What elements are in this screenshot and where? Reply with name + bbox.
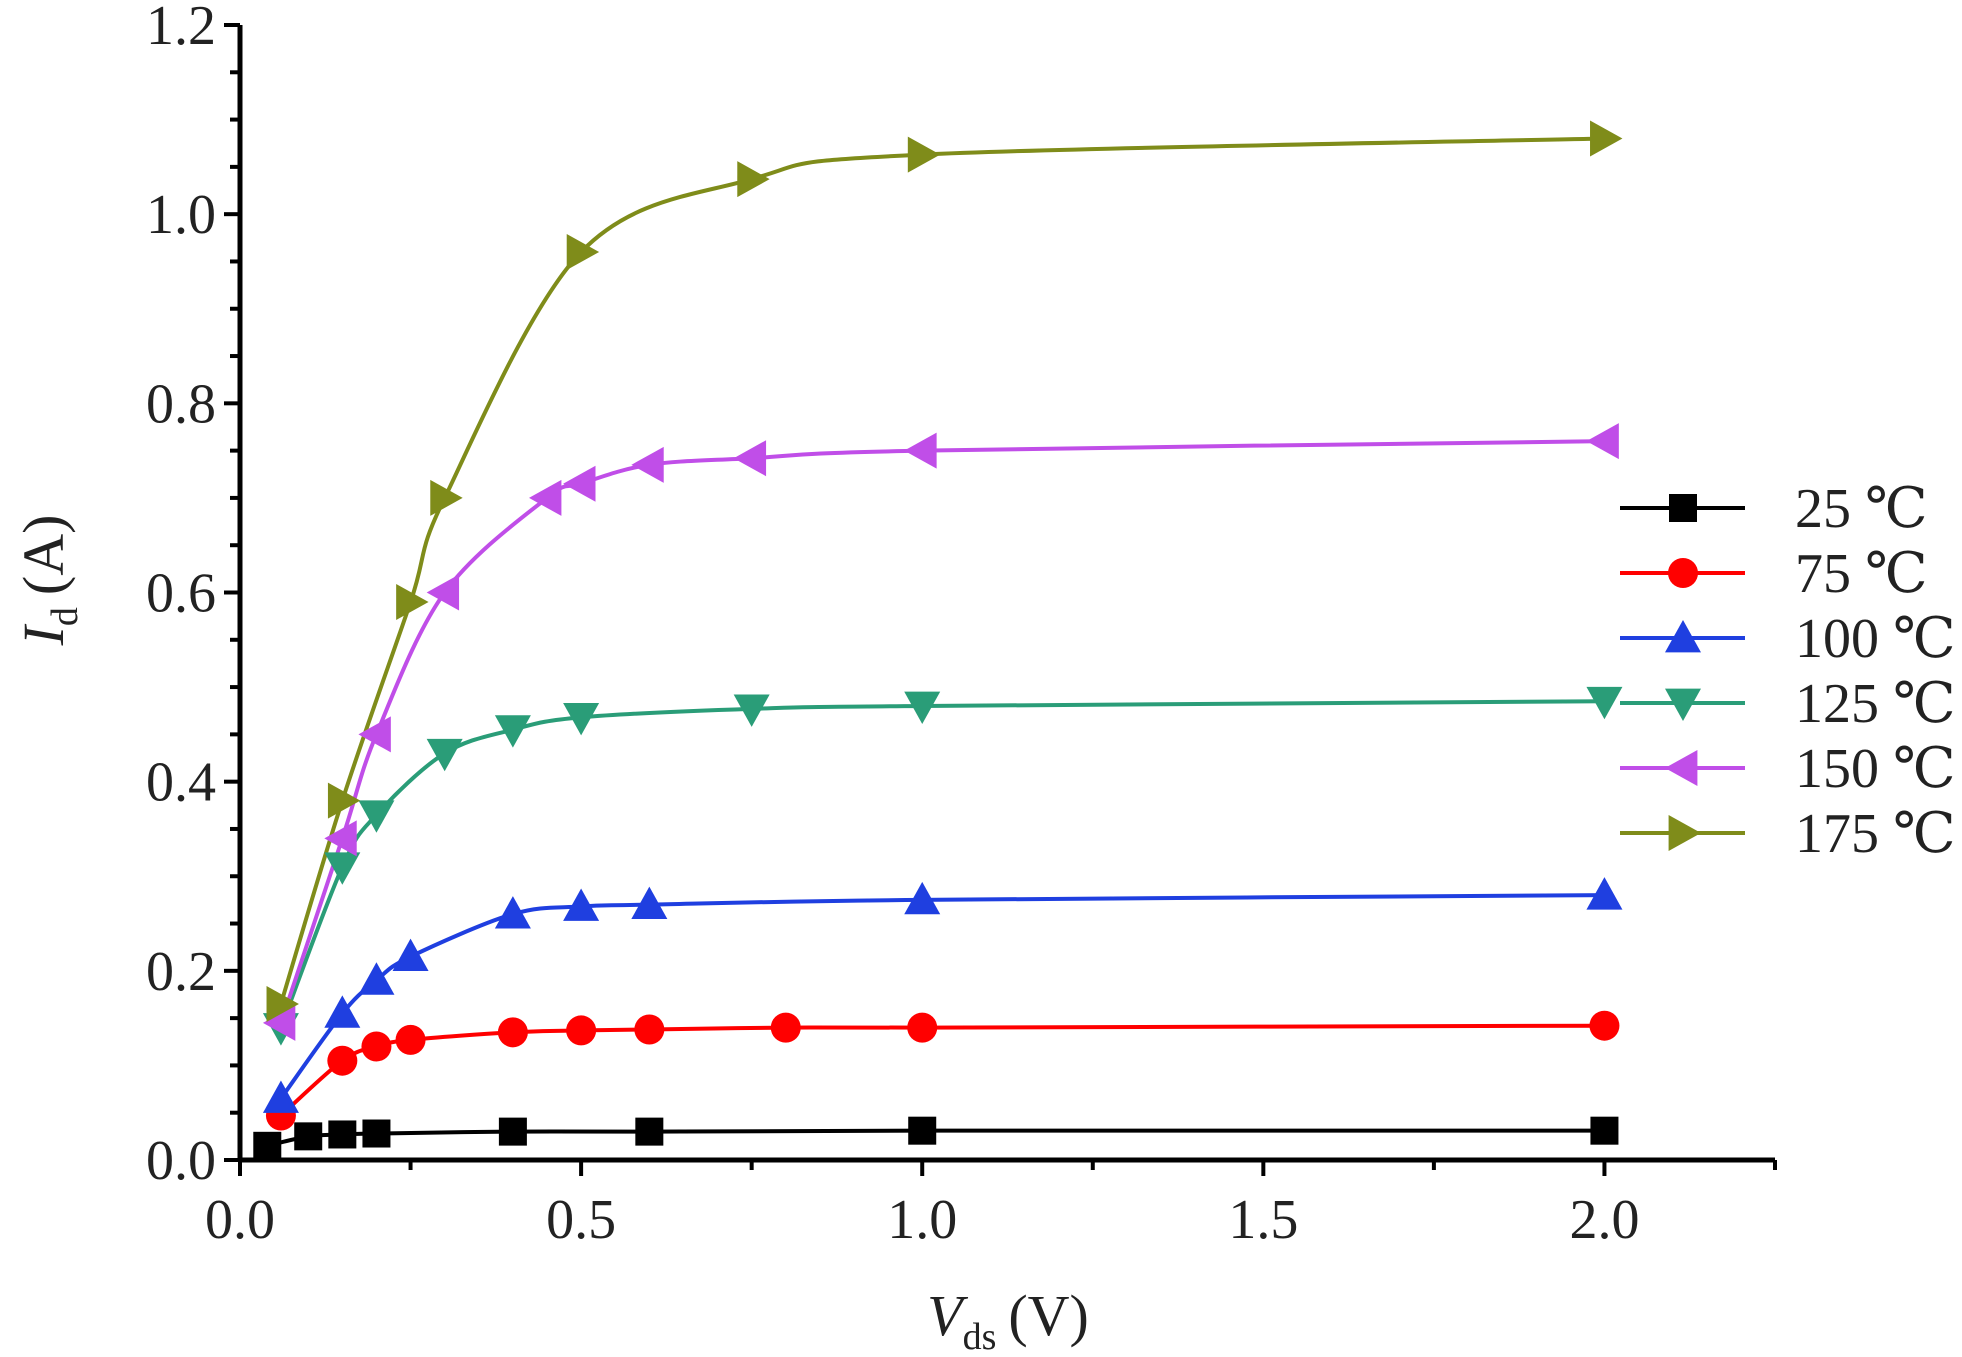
tick-labels: 0.0 0.5 1.0 1.5 2.0 0.0 0.2 0.4 0.6 0.8 1.0 1.2 <box>146 0 1639 1251</box>
data-point <box>498 1117 527 1146</box>
data-point <box>328 1120 357 1149</box>
y-axis-title: Id(A) <box>11 515 86 647</box>
axes <box>237 25 1775 1163</box>
y-tick-label: 1.2 <box>146 0 216 57</box>
legend-label: 75 ℃ <box>1795 543 1928 605</box>
data-point <box>1589 1010 1620 1041</box>
legend-marker <box>1665 688 1701 721</box>
x-tick-label: 2.0 <box>1569 1189 1639 1251</box>
series-line <box>279 136 1605 1005</box>
data-point <box>396 583 429 620</box>
y-tick-label: 0.8 <box>146 373 216 435</box>
legend-marker <box>1665 750 1698 786</box>
data-point <box>361 1031 392 1062</box>
series-line <box>279 1023 1605 1118</box>
data-point <box>358 716 391 753</box>
data-point <box>737 161 770 198</box>
legend-item: 100 ℃ <box>1620 608 1956 670</box>
legend-marker <box>1669 494 1697 522</box>
data-point <box>733 694 770 727</box>
data-point <box>904 881 941 915</box>
data-point <box>426 574 460 611</box>
data-point <box>1590 1116 1619 1145</box>
data-point <box>324 820 357 857</box>
data-point <box>770 1012 801 1043</box>
legend-marker <box>1668 558 1698 588</box>
data-point <box>392 938 429 972</box>
series-lines <box>266 136 1605 1148</box>
data-point <box>358 962 395 995</box>
data-point <box>430 479 463 516</box>
data-point <box>631 446 664 483</box>
data-point <box>566 234 600 270</box>
data-point <box>563 465 596 502</box>
data-point <box>327 1045 358 1076</box>
legend-marker <box>1665 620 1701 653</box>
data-point <box>904 691 941 724</box>
x-axis-title: Vds (V) <box>927 1283 1089 1357</box>
data-point <box>635 1117 664 1146</box>
legend-item: 25 ℃ <box>1620 478 1928 540</box>
data-point <box>908 1116 937 1145</box>
data-point <box>324 995 361 1028</box>
data-point <box>262 1080 299 1113</box>
legend-item: 125 ℃ <box>1620 673 1956 735</box>
legend-item: 75 ℃ <box>1620 543 1928 605</box>
x-tick-label: 0.0 <box>205 1189 275 1251</box>
data-point <box>566 1015 597 1046</box>
legend-item: 150 ℃ <box>1620 738 1956 800</box>
legend-marker <box>1668 815 1701 851</box>
data-point <box>262 1004 296 1041</box>
data-point <box>324 852 361 885</box>
data-point <box>529 479 562 516</box>
y-tick-label: 0.0 <box>146 1130 216 1192</box>
ticks <box>224 23 1777 1176</box>
series-line <box>279 699 1605 1029</box>
data-point <box>563 702 600 736</box>
series-line <box>279 439 1605 1024</box>
legend-label: 150 ℃ <box>1795 738 1956 800</box>
y-tick-label: 0.2 <box>146 941 216 1003</box>
data-point <box>426 738 463 772</box>
data-point <box>497 1017 528 1048</box>
data-point <box>494 896 531 929</box>
y-tick-label: 0.4 <box>146 752 216 814</box>
data-point <box>395 1024 426 1055</box>
data-point <box>327 782 361 819</box>
data-point <box>1590 120 1623 157</box>
data-point <box>1586 423 1619 460</box>
data-point <box>563 888 600 921</box>
data-point <box>1586 686 1623 720</box>
data-point <box>733 440 767 477</box>
legend-label: 175 ℃ <box>1795 803 1956 865</box>
series-line <box>279 893 1605 1100</box>
data-point <box>362 1119 391 1148</box>
y-tick-label: 0.6 <box>146 563 216 625</box>
data-point <box>253 1131 282 1160</box>
legend-item: 175 ℃ <box>1620 803 1956 865</box>
data-point <box>266 985 299 1022</box>
data-point <box>907 1012 938 1043</box>
data-point <box>358 800 395 833</box>
y-tick-label: 1.0 <box>146 184 216 246</box>
data-point <box>904 432 937 469</box>
data-point <box>294 1122 323 1151</box>
x-tick-label: 0.5 <box>546 1189 616 1251</box>
data-point <box>1586 877 1623 910</box>
legend-label: 125 ℃ <box>1795 673 1956 735</box>
data-point <box>634 1014 665 1045</box>
series-markers <box>253 120 1623 1160</box>
legend-label: 100 ℃ <box>1795 608 1956 670</box>
x-tick-label: 1.0 <box>887 1189 957 1251</box>
legend-label: 25 ℃ <box>1795 478 1928 540</box>
x-tick-label: 1.5 <box>1228 1189 1298 1251</box>
data-point <box>494 715 531 748</box>
data-point <box>907 136 941 173</box>
data-point <box>631 886 668 920</box>
